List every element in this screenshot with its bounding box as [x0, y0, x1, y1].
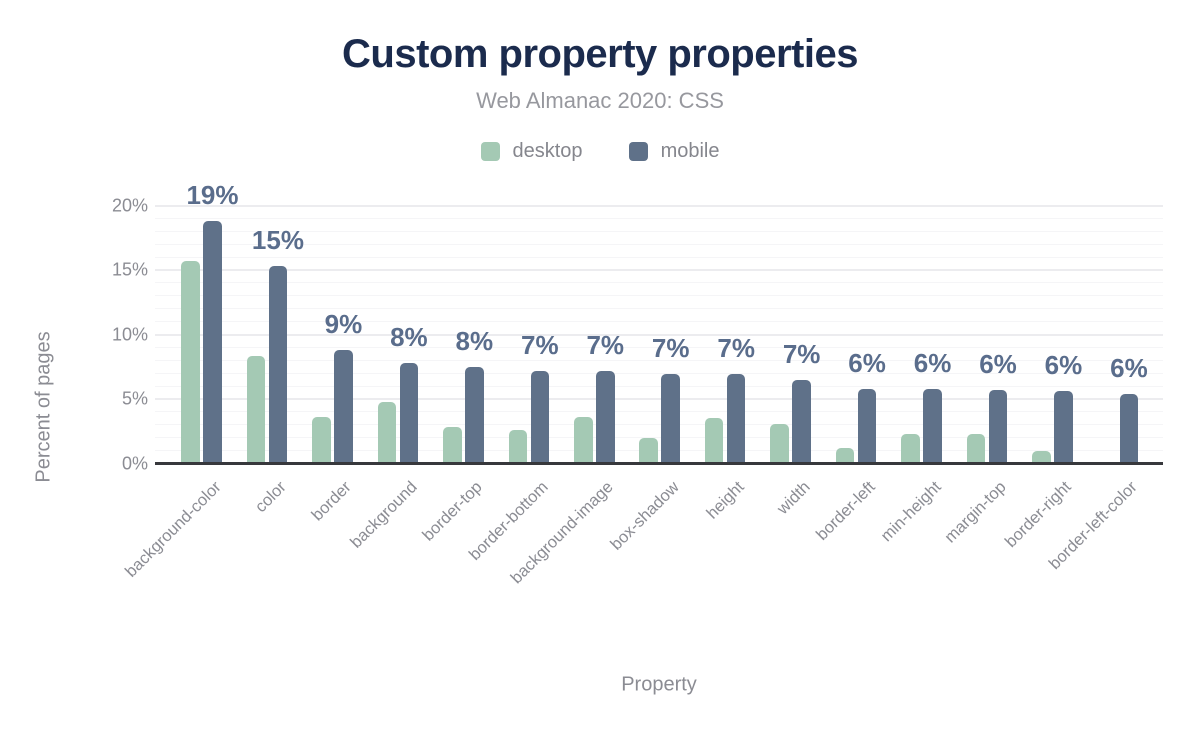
bar-mobile-color	[268, 266, 288, 464]
grid-line-major	[155, 398, 1163, 400]
x-category-label: margin-top	[941, 477, 1010, 547]
legend-label: desktop	[512, 140, 583, 162]
bar-value-label: 19%	[186, 179, 239, 210]
grid-line-minor	[155, 295, 1163, 297]
bar-mobile-border-top	[465, 366, 484, 464]
bar-desktop-background-color	[181, 260, 200, 464]
bar-mobile-border-bottom	[530, 370, 550, 464]
bar-mobile-background	[399, 362, 419, 464]
grid-line-minor	[155, 230, 1163, 232]
grid-line-minor	[155, 359, 1163, 361]
y-tick-label: 10%	[111, 324, 148, 344]
grid-line-minor	[155, 372, 1163, 374]
bar-desktop-border-left	[835, 448, 855, 464]
grid-line-minor	[155, 346, 1163, 348]
y-tick-label: 5%	[121, 388, 148, 409]
bar-value-label: 7%	[586, 329, 625, 360]
bar-mobile-border	[334, 349, 353, 464]
x-category-label: height	[703, 477, 748, 523]
bar-mobile-min-height	[923, 388, 942, 464]
legend: desktop mobile	[0, 140, 1200, 163]
bar-value-label: 7%	[717, 333, 755, 364]
chart-title: Custom property properties	[342, 32, 858, 76]
x-category-label: min-height	[877, 477, 945, 545]
x-category-label: border-left	[812, 477, 879, 544]
x-axis-baseline	[155, 462, 1163, 465]
bar-value-label: 7%	[782, 338, 821, 369]
bar-desktop-min-height	[901, 433, 920, 464]
bar-value-label: 6%	[1110, 352, 1148, 383]
grid-line-major	[155, 269, 1163, 271]
legend-swatch-desktop	[480, 142, 500, 161]
bar-desktop-border	[312, 417, 331, 464]
bar-mobile-height	[726, 374, 746, 464]
grid-line-minor	[155, 217, 1163, 219]
grid-line-major	[155, 204, 1163, 207]
x-category-label: box-shadow	[606, 477, 683, 554]
legend-item-desktop: desktop	[480, 140, 583, 163]
bar-value-label: 6%	[913, 347, 952, 378]
x-category-label: border-top	[419, 477, 487, 545]
legend-swatch-mobile	[628, 142, 648, 161]
bar-desktop-color	[246, 356, 266, 464]
grid-line-minor	[155, 411, 1163, 413]
bar-desktop-height	[704, 418, 724, 464]
bar-value-label: 8%	[455, 325, 494, 356]
x-category-label: width	[773, 477, 814, 518]
bar-desktop-border-top	[443, 427, 462, 464]
x-category-label: border	[308, 477, 356, 524]
bar-value-label: 9%	[324, 308, 363, 339]
y-tick-label: 20%	[111, 195, 148, 215]
legend-label: mobile	[660, 140, 720, 162]
grid-line-minor	[155, 282, 1163, 284]
bar-desktop-border-bottom	[508, 429, 528, 464]
grid-line-minor	[155, 385, 1163, 387]
bar-desktop-background	[377, 401, 397, 464]
bar-value-label: 6%	[979, 348, 1017, 379]
bar-value-label: 6%	[1044, 350, 1083, 381]
bar-desktop-box-shadow	[639, 437, 658, 464]
chart-subtitle: Web Almanac 2020: CSS	[476, 88, 724, 113]
bar-mobile-border-left-color	[1119, 393, 1139, 464]
grid-line-minor	[155, 256, 1163, 258]
grid-line-minor	[155, 437, 1163, 439]
legend-item-mobile: mobile	[628, 140, 720, 163]
bar-mobile-width	[792, 379, 811, 464]
y-axis-title: Percent of pages	[32, 331, 55, 483]
bar-mobile-border-left	[857, 388, 877, 464]
x-axis-title: Property	[621, 673, 697, 696]
bar-value-label: 6%	[848, 347, 886, 378]
bar-value-label: 15%	[251, 225, 304, 256]
bar-desktop-background-image	[574, 417, 593, 464]
bar-desktop-width	[770, 423, 789, 464]
bar-mobile-background-color	[203, 220, 222, 464]
x-category-label: background	[346, 477, 421, 552]
bar-mobile-border-right	[1054, 391, 1073, 464]
y-tick-label: 15%	[111, 259, 148, 280]
bar-mobile-box-shadow	[661, 374, 680, 464]
grid-line-minor	[155, 243, 1163, 245]
bar-value-label: 7%	[521, 329, 559, 360]
x-category-label: background-color	[121, 477, 225, 581]
grid-line-minor	[155, 450, 1163, 452]
y-tick-label: 0%	[121, 453, 148, 473]
bar-mobile-margin-top	[988, 389, 1008, 464]
grid-line-minor	[155, 424, 1163, 426]
bar-desktop-border-right	[1032, 450, 1051, 464]
grid-line-minor	[155, 308, 1163, 310]
x-category-label: color	[251, 477, 290, 516]
bar-value-label: 7%	[651, 333, 690, 364]
bar-mobile-background-image	[596, 370, 615, 464]
bar-desktop-margin-top	[966, 433, 986, 464]
bar-value-label: 8%	[390, 321, 428, 352]
grid-line-major	[155, 333, 1163, 336]
grid-line-minor	[155, 321, 1163, 323]
